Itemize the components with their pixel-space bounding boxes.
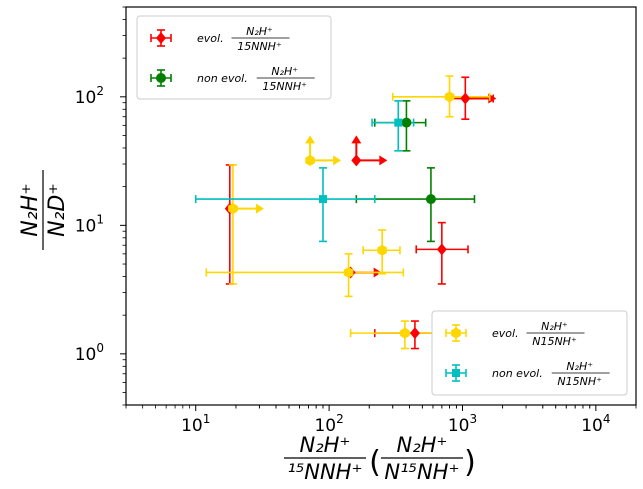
hexagon-marker <box>228 203 238 215</box>
ylabel-denominator: N₂D⁺ <box>45 183 70 237</box>
circle-marker <box>425 194 436 205</box>
xlabel-right-paren: ) <box>464 445 476 480</box>
x-tick-base: 10 <box>314 416 336 436</box>
legend-label-prefix: non evol. <box>492 367 543 380</box>
limit-arrowhead-x <box>379 155 388 166</box>
limit-arrowhead-y <box>305 135 316 144</box>
legend-fraction-numerator: N₂H⁺ <box>566 360 593 373</box>
x-tick-exponent: 2 <box>336 412 344 426</box>
y-tick-exponent: 0 <box>96 341 104 355</box>
y-tick-label: 101 <box>75 212 104 236</box>
y-axis-label: N₂H⁺ N₂D⁺ <box>18 170 70 250</box>
xlabel-fraction2-numerator: N₂H⁺ <box>396 433 447 457</box>
y-tick-label: 102 <box>75 84 104 108</box>
hexagon-marker <box>343 266 354 278</box>
legend-label-prefix: non evol. <box>197 72 248 85</box>
x-tick-exponent: 3 <box>469 412 477 426</box>
x-tick-label: 102 <box>314 412 343 436</box>
x-tick-base: 10 <box>448 416 470 436</box>
x-axis-label: N₂H⁺ ¹⁵NNH⁺ ( N₂H⁺ N¹⁵NH⁺) <box>284 433 476 484</box>
legend-frame <box>431 310 628 396</box>
hexagon-marker <box>305 154 315 166</box>
legend-fraction-denominator: 15NNH⁺ <box>237 40 282 53</box>
legend-label-prefix: evol. <box>492 327 519 340</box>
hexagon-marker <box>377 244 387 256</box>
legend-fraction-numerator: N₂H⁺ <box>271 65 298 78</box>
legend-upper: evol. N₂H⁺ 15NNH⁺ non evol. N₂H⁺ 15NNH⁺ <box>136 15 332 100</box>
xlabel-fraction1-denominator: ¹⁵NNH⁺ <box>287 460 362 484</box>
legend-fraction-numerator: N₂H⁺ <box>246 25 273 38</box>
y-tick-base: 10 <box>75 216 97 236</box>
legend-fraction-denominator: N15NH⁺ <box>532 335 577 348</box>
x-tick-label: 103 <box>448 412 477 436</box>
hexagon-marker <box>444 91 455 103</box>
data-markers <box>224 91 471 340</box>
x-tick-base: 10 <box>581 416 603 436</box>
circle-marker <box>156 73 166 83</box>
x-tick-base: 10 <box>181 416 203 436</box>
circle-marker <box>401 117 412 128</box>
diamond-marker <box>409 327 420 340</box>
diamond-marker <box>436 243 447 256</box>
ylabel-numerator: N₂H⁺ <box>18 183 43 236</box>
y-tick-base: 10 <box>75 88 97 108</box>
limit-arrowhead-x <box>333 155 342 166</box>
y-tick-label: 100 <box>75 341 104 365</box>
hexagon-marker <box>451 327 461 339</box>
y-tick-exponent: 2 <box>96 84 104 98</box>
xlabel-fraction1-numerator: N₂H⁺ <box>299 433 350 457</box>
xlabel-left-paren: ( <box>369 445 381 480</box>
xlabel-fraction2-denominator: N¹⁵NH⁺ <box>384 460 459 484</box>
legend-lower: evol. N₂H⁺ N15NH⁺ non evol. N₂H⁺ N15NH⁺ <box>431 310 628 396</box>
diamond-marker <box>351 154 362 167</box>
square-marker <box>394 118 403 127</box>
square-marker <box>319 195 328 204</box>
square-marker <box>452 369 460 377</box>
diamond-marker <box>156 32 166 44</box>
ylabel-rotated: N₂H⁺ N₂D⁺ <box>18 170 70 250</box>
y-tick-base: 10 <box>75 345 97 365</box>
x-tick-exponent: 4 <box>603 412 611 426</box>
diamond-marker <box>460 92 471 105</box>
hexagon-marker <box>400 327 410 339</box>
x-tick-label: 101 <box>181 412 210 436</box>
limit-arrowhead-x <box>255 203 264 214</box>
legend-label-prefix: evol. <box>197 32 224 45</box>
x-tick-label: 104 <box>581 412 610 436</box>
y-tick-exponent: 1 <box>96 212 104 226</box>
legend-fraction-denominator: N15NH⁺ <box>557 375 602 388</box>
legend-fraction-denominator: 15NNH⁺ <box>262 80 307 93</box>
x-tick-exponent: 1 <box>203 412 211 426</box>
legend-fraction-numerator: N₂H⁺ <box>541 320 568 333</box>
limit-arrowhead-y <box>351 135 362 144</box>
